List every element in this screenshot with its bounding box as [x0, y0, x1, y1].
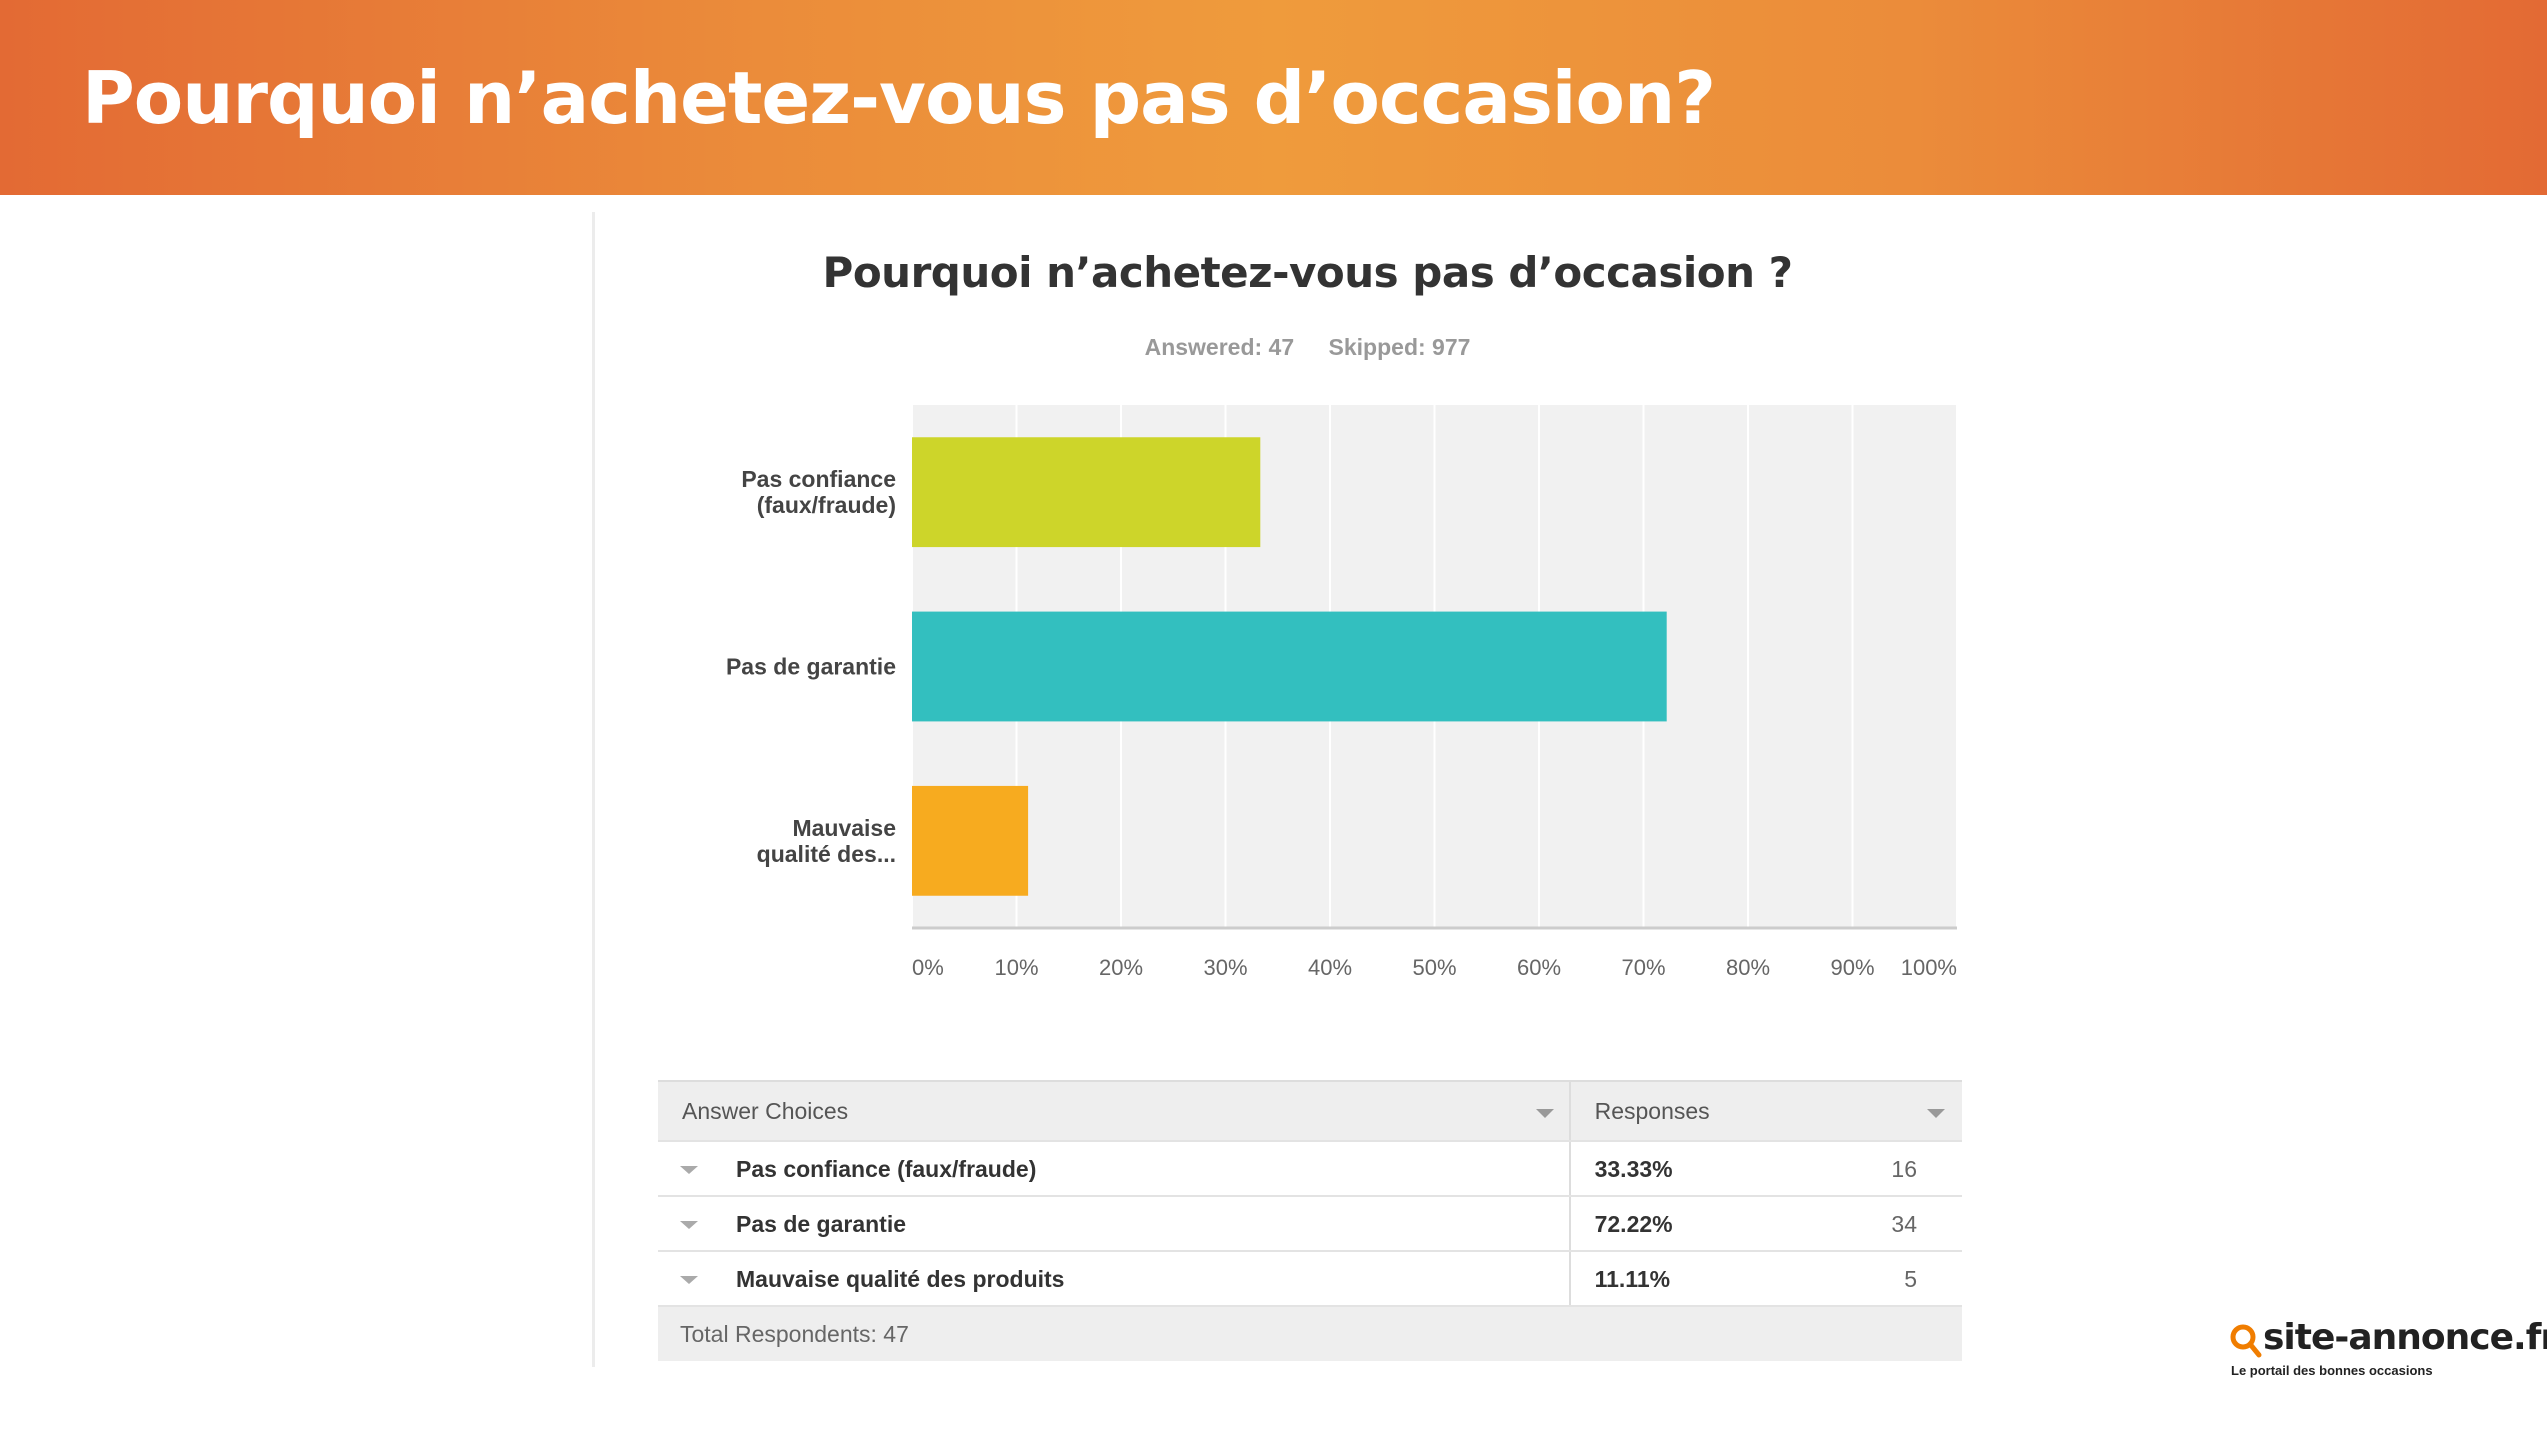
x-tick-label: 30% [1203, 955, 1247, 980]
table-row: Mauvaise qualité des produits 11.11% 5 [658, 1251, 1962, 1307]
logo-tagline: Le portail des bonnes occasions [2231, 1363, 2433, 1378]
sort-arrow-icon[interactable] [1926, 1109, 1945, 1118]
chart-title: Pourquoi n’achetez-vous pas d’occasion ? [822, 248, 1793, 297]
survey-stats: Answered: 47 Skipped: 977 [0, 334, 2547, 361]
bar [912, 437, 1261, 548]
x-tick-label: 50% [1412, 955, 1456, 980]
x-tick-label: 90% [1830, 955, 1874, 980]
bar [912, 611, 1667, 722]
table-row: Pas de garantie 72.22% 34 [658, 1196, 1962, 1252]
table-row: Pas confiance (faux/fraude) 33.33% 16 [658, 1141, 1962, 1197]
response-percent: 72.22% [1594, 1211, 1673, 1237]
expand-arrow-icon[interactable] [680, 1276, 698, 1284]
category-label: Mauvaise qualité des... [757, 815, 896, 867]
table-header-row: Answer Choices Responses [658, 1080, 1962, 1142]
answer-choice: Pas de garantie [736, 1211, 907, 1237]
response-count: 16 [1891, 1156, 1917, 1182]
title-banner: Pourquoi n’achetez-vous pas d’occasion? [0, 0, 2547, 195]
logo-wordmark: site-annonce.fr [2263, 1317, 2547, 1358]
category-label: Pas confiance (faux/fraude) [741, 466, 896, 518]
x-tick-label: 10% [994, 955, 1038, 980]
skipped-count: Skipped: 977 [1328, 334, 1471, 360]
x-tick-label: 80% [1726, 955, 1770, 980]
bar [912, 785, 1029, 896]
answer-choice: Mauvaise qualité des produits [736, 1266, 1065, 1292]
site-logo: site-annonce.fr Le portail des bonnes oc… [2225, 1317, 2547, 1378]
x-tick-label: 100% [1901, 955, 1957, 980]
x-tick-label: 60% [1517, 955, 1561, 980]
response-percent: 11.11% [1594, 1266, 1671, 1292]
slide-title: Pourquoi n’achetez-vous pas d’occasion? [82, 56, 1716, 140]
header-responses[interactable]: Responses [1569, 1080, 1962, 1142]
divider-line [592, 212, 595, 1367]
category-label: Pas de garantie [726, 654, 896, 680]
logo-name: site-annonce [2263, 1317, 2514, 1358]
total-respondents: Total Respondents: 47 [680, 1321, 909, 1347]
magnifier-icon [2230, 1324, 2262, 1358]
response-percent: 33.33% [1594, 1156, 1673, 1182]
x-tick-label: 0% [912, 955, 944, 980]
response-count: 34 [1891, 1211, 1917, 1237]
x-tick-label: 70% [1621, 955, 1665, 980]
header-responses-label: Responses [1594, 1098, 1710, 1124]
x-tick-label: 20% [1099, 955, 1143, 980]
answered-count: Answered: 47 [1144, 334, 1295, 360]
response-count: 5 [1904, 1266, 1917, 1292]
header-answer-choices-label: Answer Choices [682, 1098, 849, 1124]
logo-tld: .fr [2513, 1317, 2547, 1358]
table-footer-row: Total Respondents: 47 [658, 1306, 1962, 1361]
expand-arrow-icon[interactable] [680, 1166, 698, 1174]
x-tick-label: 40% [1308, 955, 1352, 980]
expand-arrow-icon[interactable] [680, 1221, 698, 1229]
answer-choice: Pas confiance (faux/fraude) [736, 1156, 1037, 1182]
header-answer-choices[interactable]: Answer Choices [658, 1080, 1571, 1142]
responses-table: Answer Choices Responses Pas confiance (… [658, 1080, 1962, 1361]
sort-arrow-icon[interactable] [1536, 1109, 1554, 1118]
